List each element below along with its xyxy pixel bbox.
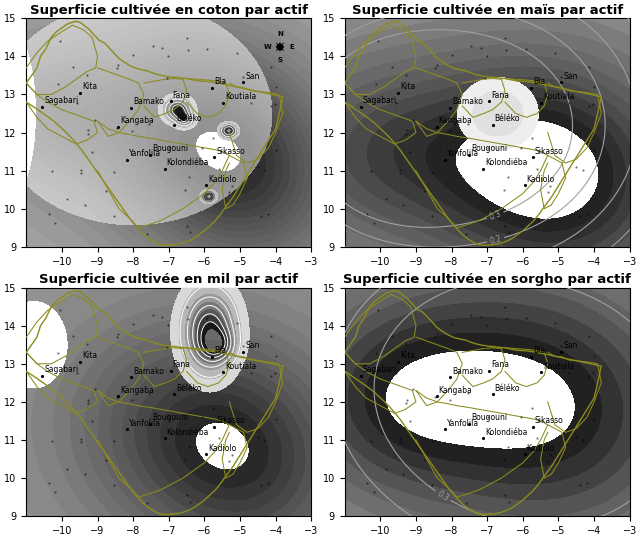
Text: Koutiala: Koutiala xyxy=(544,92,575,102)
Text: Kolondiéba: Kolondiéba xyxy=(485,428,528,436)
Text: Sikasso: Sikasso xyxy=(535,147,563,156)
Text: Sikasso: Sikasso xyxy=(217,416,246,425)
Text: Bamako: Bamako xyxy=(452,367,483,376)
Title: Superficie cultivée en coton par actif: Superficie cultivée en coton par actif xyxy=(29,4,308,17)
Text: Yanfolila: Yanfolila xyxy=(129,150,161,158)
Text: W: W xyxy=(264,44,272,50)
Text: N: N xyxy=(277,31,283,37)
Text: Kita: Kita xyxy=(82,352,97,360)
Text: Koutiala: Koutiala xyxy=(225,92,256,102)
Text: Sagabari: Sagabari xyxy=(363,366,397,374)
Text: San: San xyxy=(245,72,260,81)
Text: Bla: Bla xyxy=(214,347,226,355)
Text: 0.2: 0.2 xyxy=(488,234,503,246)
Text: Sikasso: Sikasso xyxy=(217,147,246,156)
Text: 0.3: 0.3 xyxy=(413,515,428,529)
Text: Bamako: Bamako xyxy=(133,97,164,106)
Text: Kadiolo: Kadiolo xyxy=(527,174,555,184)
Text: Kangaba: Kangaba xyxy=(121,386,154,395)
Title: Superficie cultivée en mil par actif: Superficie cultivée en mil par actif xyxy=(39,273,298,287)
Text: S: S xyxy=(278,57,283,63)
Text: Kolondiéba: Kolondiéba xyxy=(485,158,528,167)
Text: Kita: Kita xyxy=(82,82,97,91)
Text: Sagabari: Sagabari xyxy=(363,96,397,105)
Text: Bougouni: Bougouni xyxy=(470,144,507,153)
Text: Kolondiéba: Kolondiéba xyxy=(167,158,209,167)
Text: Kita: Kita xyxy=(400,352,415,360)
Title: Superficie cultivée en maïs par actif: Superficie cultivée en maïs par actif xyxy=(351,4,623,17)
Text: Fana: Fana xyxy=(491,91,509,100)
Text: Kadiolo: Kadiolo xyxy=(208,174,237,184)
Text: Kolondiéba: Kolondiéba xyxy=(167,428,209,436)
Text: Bla: Bla xyxy=(214,77,226,86)
Text: 0.3: 0.3 xyxy=(435,489,451,503)
Text: Bougouni: Bougouni xyxy=(153,414,188,422)
Text: Bougouni: Bougouni xyxy=(470,414,507,422)
Text: Kita: Kita xyxy=(400,82,415,91)
Text: Fana: Fana xyxy=(172,360,190,369)
Text: Bamako: Bamako xyxy=(452,97,483,106)
Text: Yanfolila: Yanfolila xyxy=(447,418,479,428)
Text: Sikasso: Sikasso xyxy=(535,416,563,425)
Text: Sagabari: Sagabari xyxy=(44,96,79,105)
Text: Bla: Bla xyxy=(533,347,545,355)
Text: Béléko: Béléko xyxy=(495,384,520,393)
Text: 0.1: 0.1 xyxy=(614,211,629,224)
Text: E: E xyxy=(290,44,294,50)
Text: San: San xyxy=(563,72,578,81)
Text: Kangaba: Kangaba xyxy=(438,386,472,395)
Text: Kangaba: Kangaba xyxy=(121,116,154,125)
Text: Fana: Fana xyxy=(172,91,190,100)
Text: 0.3: 0.3 xyxy=(488,209,503,222)
Text: Yanfolila: Yanfolila xyxy=(129,418,161,428)
Text: Kadiolo: Kadiolo xyxy=(527,444,555,453)
Text: San: San xyxy=(245,341,260,350)
Text: Kangaba: Kangaba xyxy=(438,116,472,125)
Text: 0.1: 0.1 xyxy=(322,0,337,3)
Text: Koutiala: Koutiala xyxy=(544,362,575,370)
Text: Sagabari: Sagabari xyxy=(44,366,79,374)
Text: Koutiala: Koutiala xyxy=(225,362,256,370)
Text: San: San xyxy=(563,341,578,350)
Text: Fana: Fana xyxy=(491,360,509,369)
Text: Bougouni: Bougouni xyxy=(153,144,188,153)
Text: Bamako: Bamako xyxy=(133,367,164,376)
Text: Kadiolo: Kadiolo xyxy=(208,444,237,453)
Text: Béléko: Béléko xyxy=(495,114,520,124)
Text: 0.1: 0.1 xyxy=(354,222,369,237)
Title: Superficie cultivée en sorgho par actif: Superficie cultivée en sorgho par actif xyxy=(344,273,631,287)
Text: 0.1: 0.1 xyxy=(335,525,349,539)
Text: Yanfolila: Yanfolila xyxy=(447,150,479,158)
Text: Béléko: Béléko xyxy=(176,114,202,124)
Text: Béléko: Béléko xyxy=(176,384,202,393)
Text: Bla: Bla xyxy=(533,77,545,86)
